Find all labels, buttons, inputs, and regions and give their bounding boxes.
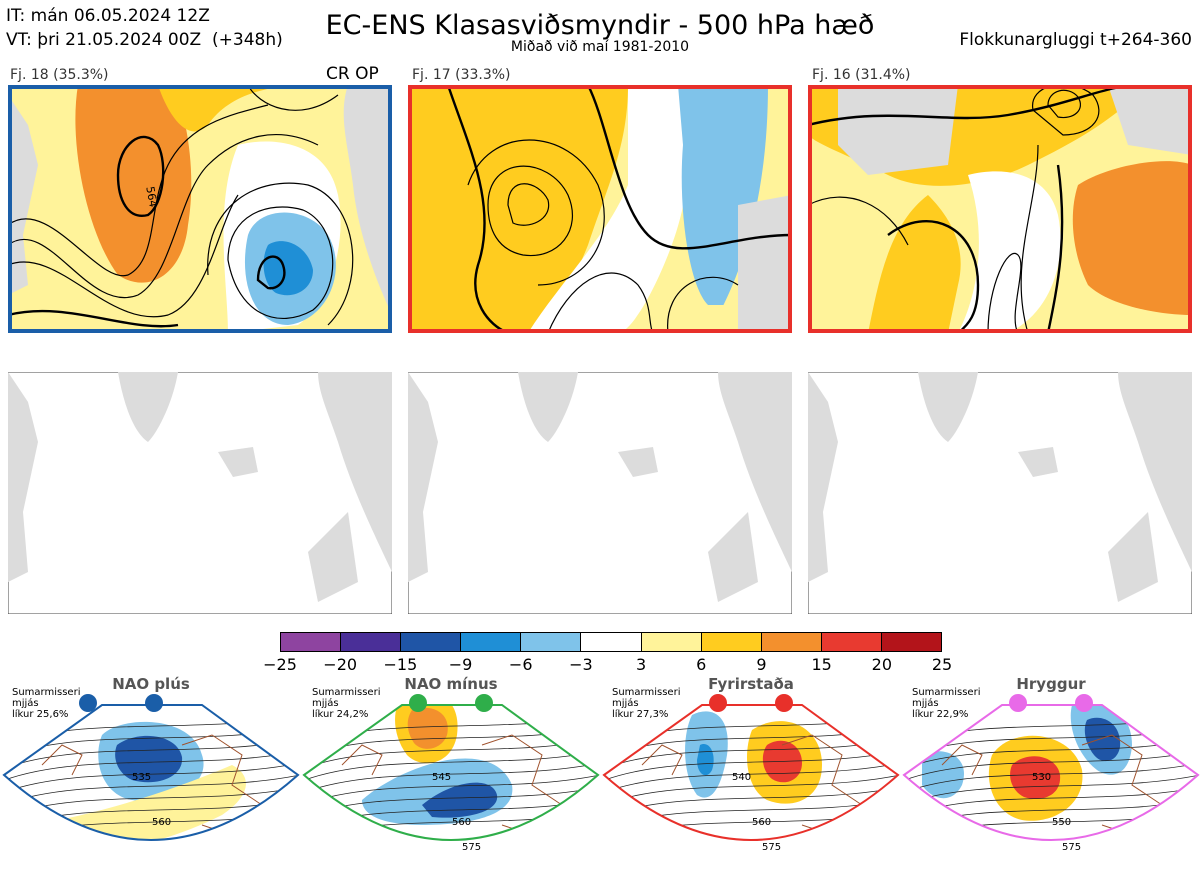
regime-name: NAO plús bbox=[112, 675, 190, 693]
regime-marker-dot bbox=[409, 694, 427, 712]
regime-marker-dot bbox=[1075, 694, 1093, 712]
empty-map-2 bbox=[408, 372, 792, 614]
colorbar-swatch bbox=[701, 633, 762, 651]
colorbar-tick-label: −9 bbox=[448, 655, 473, 674]
regime-contour-label: 560 bbox=[152, 817, 171, 828]
regime-contour-label: 540 bbox=[732, 772, 751, 783]
regime-marker-dot bbox=[145, 694, 163, 712]
colorbar-tick-label: 9 bbox=[756, 655, 767, 674]
colorbar-swatch bbox=[341, 633, 402, 651]
regime-info: Sumarmisseri mjjás líkur 22,9% bbox=[912, 687, 981, 720]
regime-contour-label: 550 bbox=[1052, 817, 1071, 828]
page-title: EC-ENS Klasasviðsmyndir - 500 hPa hæð bbox=[325, 10, 875, 41]
colorbar-tick-label: −25 bbox=[263, 655, 297, 674]
regime-panel: 545 560 575 NAO mínus Sumarmisseri mjjás lík… bbox=[302, 675, 600, 871]
regime-panel: 530 550 575 Hryggur Sumarmisseri mjjás líkur… bbox=[902, 675, 1200, 871]
regime-marker-dot bbox=[1009, 694, 1027, 712]
panel-label-3: Fj. 16 (31.4%) bbox=[812, 67, 911, 83]
regime-info: Sumarmisseri mjjás líkur 25,6% bbox=[12, 687, 81, 720]
colorbar-tick-label: 20 bbox=[871, 655, 892, 674]
colorbar-swatch bbox=[761, 633, 822, 651]
colorbar-tick-label: 3 bbox=[635, 655, 647, 674]
regime-contour-label: 545 bbox=[432, 772, 451, 783]
panel-label-1: Fj. 18 (35.3%) bbox=[10, 67, 109, 83]
regime-contour-label: 575 bbox=[1062, 842, 1081, 853]
regime-contour-label: 530 bbox=[1032, 772, 1051, 783]
colorbar-tick-label: 6 bbox=[696, 655, 707, 674]
regime-marker-dot bbox=[475, 694, 493, 712]
cluster-map-2 bbox=[408, 85, 792, 333]
regime-name: NAO mínus bbox=[404, 675, 498, 693]
regime-contour-label: 560 bbox=[752, 817, 771, 828]
regime-name: Fyrirstaða bbox=[708, 675, 794, 693]
valid-time: VT: þri 21.05.2024 00Z (+348h) bbox=[6, 30, 283, 50]
regime-name: Hryggur bbox=[1016, 675, 1086, 693]
colorbar-swatch bbox=[401, 633, 462, 651]
svg-text:564: 564 bbox=[143, 185, 159, 208]
anomaly-colorbar bbox=[280, 632, 942, 652]
regime-marker-dot bbox=[79, 694, 97, 712]
regime-marker-dot bbox=[775, 694, 793, 712]
colorbar-tick-label: −6 bbox=[508, 655, 533, 674]
regime-contour-label: 575 bbox=[762, 842, 781, 853]
colorbar-swatch bbox=[821, 633, 882, 651]
colorbar-swatch bbox=[881, 633, 942, 651]
cluster-map-1: 564 546 bbox=[8, 85, 392, 333]
colorbar-swatch bbox=[461, 633, 522, 651]
colorbar-tick-label: −15 bbox=[383, 655, 418, 674]
regime-contour-label: 535 bbox=[132, 772, 151, 783]
colorbar-tick-label: −20 bbox=[323, 655, 358, 674]
colorbar-swatch bbox=[641, 633, 702, 651]
regime-panel: 535 560 NAO plús Sumarmisseri mjjás líkur 2… bbox=[2, 675, 300, 871]
colorbar-tick-label: −3 bbox=[569, 655, 593, 674]
regime-marker-dot bbox=[709, 694, 727, 712]
clustering-window: Flokkunargluggi t+264-360 bbox=[959, 30, 1192, 50]
regime-info: Sumarmisseri mjjás líkur 27,3% bbox=[612, 687, 681, 720]
empty-map-3 bbox=[808, 372, 1192, 614]
colorbar-tick-label: 25 bbox=[931, 655, 953, 674]
colorbar-swatch bbox=[281, 633, 342, 651]
panel-label-2: Fj. 17 (33.3%) bbox=[412, 67, 511, 83]
cluster-map-3 bbox=[808, 85, 1192, 333]
regime-info: Sumarmisseri mjjás líkur 24,2% bbox=[312, 687, 381, 720]
regime-contour-label: 575 bbox=[462, 842, 481, 853]
colorbar-tick-label: 15 bbox=[811, 655, 832, 674]
panel-tag-cr-op: CR OP bbox=[326, 64, 379, 84]
colorbar-swatch bbox=[581, 633, 642, 651]
initial-time: IT: mán 06.05.2024 12Z bbox=[6, 6, 210, 26]
page-subtitle: Miðað við maí 1981-2010 bbox=[510, 39, 690, 55]
regime-panel: 540 560 575 Fyrirstaða Sumarmisseri mjjás lí… bbox=[602, 675, 900, 871]
colorbar-swatch bbox=[521, 633, 582, 651]
empty-map-1 bbox=[8, 372, 392, 614]
regime-contour-label: 560 bbox=[452, 817, 471, 828]
